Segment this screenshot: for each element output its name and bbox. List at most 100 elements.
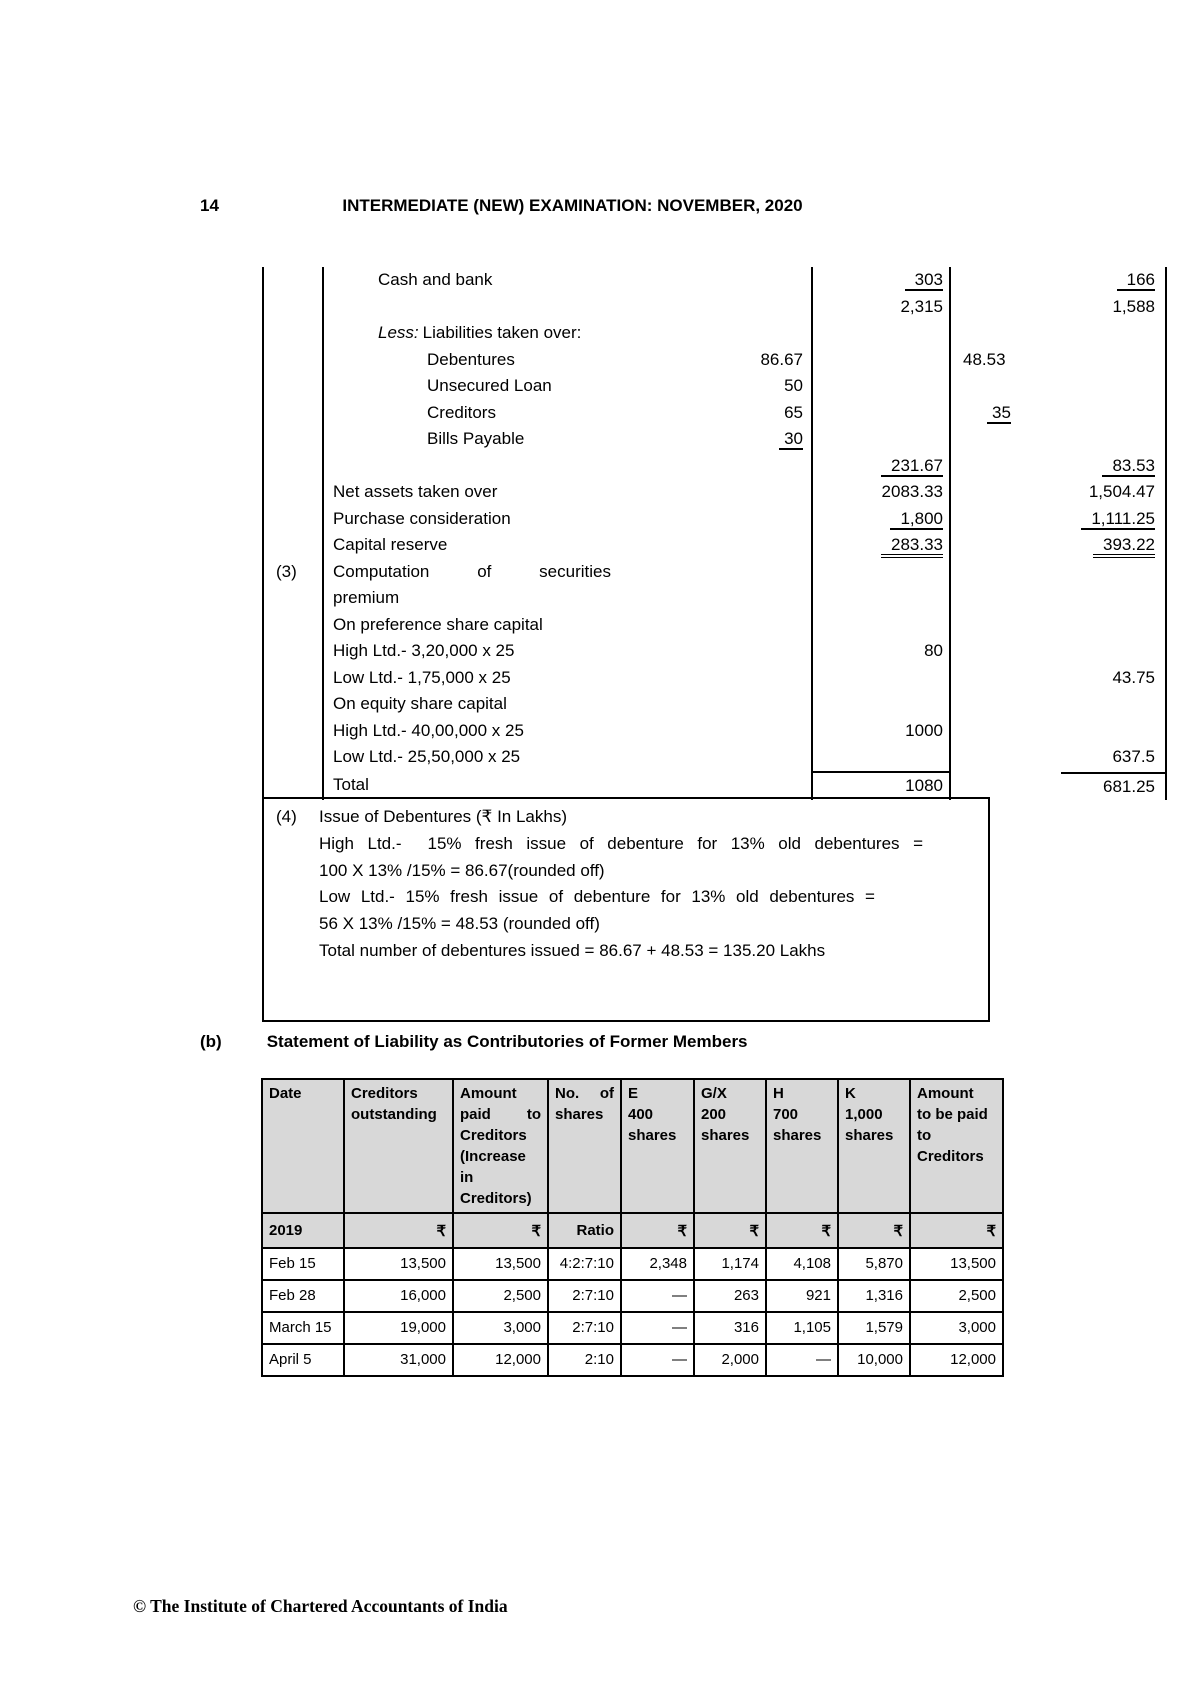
table-row: Net assets taken over 2083.33 1,504.47: [262, 479, 1167, 506]
section-title: Statement of Liability as Contributories…: [266, 1032, 748, 1051]
rupee-symbol: ₹: [909, 1212, 1004, 1249]
col-header-h-shares: H 700 shares: [765, 1078, 839, 1214]
rupee-symbol: ₹: [693, 1212, 767, 1249]
high-ltd-cell: 2,315: [812, 293, 951, 320]
low-ltd-cell: 1,111.25: [950, 505, 1167, 532]
debenture-issue-note: (4) Issue of Debentures (₹ In Lakhs) Hig…: [262, 797, 990, 1022]
description-cell: Low Ltd.- 1,75,000 x 25: [323, 664, 813, 691]
col-header-creditors-outstanding: Creditors outstanding: [343, 1078, 454, 1214]
table-row: High Ltd.- 40,00,000 x 25 1000: [262, 717, 1167, 744]
table-row: Feb 15 13,500 13,500 4:2:7:10 2,348 1,17…: [261, 1247, 1004, 1281]
rupee-symbol: ₹: [620, 1212, 695, 1249]
table-row: 2,315 1,588: [262, 293, 1167, 320]
low-ltd-cell: 637.5: [950, 744, 1167, 772]
item-number-cell: (3): [262, 558, 324, 612]
high-ltd-cell: 1,800: [812, 505, 951, 532]
low-ltd-cell: 48.53: [950, 346, 1167, 373]
low-ltd-cell: 83.53: [950, 452, 1167, 479]
low-ltd-cell: 43.75: [950, 664, 1167, 691]
description-cell: Low Ltd.- 25,50,000 x 25: [323, 744, 813, 772]
table-row: (3) Computation of securities premium: [262, 558, 1167, 612]
date-cell: Feb 28: [261, 1279, 345, 1313]
ratio-label: Ratio: [547, 1212, 622, 1249]
description-cell: On preference share capital: [323, 611, 813, 638]
total-value: 393.22: [1093, 535, 1155, 558]
description-cell: On equity share capital: [323, 691, 813, 718]
ratio-cell: 2:7:10: [547, 1279, 622, 1313]
col-header-amount-to-be-paid: Amount to be paid to Creditors: [909, 1078, 1004, 1214]
date-cell: Feb 15: [261, 1247, 345, 1281]
year-label: 2019: [261, 1212, 345, 1249]
liability-contributories-table: Date Creditors outstanding Amount paid t…: [261, 1078, 1004, 1377]
description-cell: High Ltd.- 40,00,000 x 25: [323, 717, 813, 744]
description-cell: Less: Liabilities taken over:: [323, 320, 813, 347]
col-header-gx-shares: G/X 200 shares: [693, 1078, 767, 1214]
date-cell: April 5: [261, 1343, 345, 1377]
note-line: Issue of Debentures (₹ In Lakhs): [319, 807, 567, 826]
col-header-no-of-shares: No. of shares: [547, 1078, 622, 1214]
description-cell: Creditors 65: [323, 399, 813, 426]
less-label: Less:: [378, 323, 419, 342]
description-cell: Computation of securities premium: [323, 558, 813, 612]
inner-amount: 30: [779, 426, 803, 453]
company-label: Low Ltd.-: [319, 887, 395, 907]
high-ltd-cell: 80: [812, 638, 951, 665]
section-label: (b): [200, 1032, 222, 1051]
description-cell: Unsecured Loan 50: [323, 373, 813, 400]
high-ltd-cell: 283.33: [812, 532, 951, 559]
description-cell: Cash and bank: [323, 267, 813, 294]
header-row: Date Creditors outstanding Amount paid t…: [261, 1078, 1004, 1214]
sum-value: 1,111.25: [1081, 508, 1155, 530]
low-ltd-total-cell: 681.25: [950, 771, 1167, 800]
table-row: Low Ltd.- 1,75,000 x 25 43.75: [262, 664, 1167, 691]
table-row: Low Ltd.- 25,50,000 x 25 637.5: [262, 744, 1167, 772]
copyright-footer: © The Institute of Chartered Accountants…: [133, 1596, 508, 1616]
low-ltd-cell: 1,588: [950, 293, 1167, 320]
inner-amount: 65: [784, 402, 803, 422]
item-number: (4): [276, 807, 297, 826]
ratio-cell: 2:7:10: [547, 1311, 622, 1345]
sum-value: 35: [987, 402, 1011, 424]
table-row: Cash and bank 303 166: [262, 267, 1167, 294]
table-row: Purchase consideration 1,800 1,111.25: [262, 505, 1167, 532]
ratio-cell: 2:10: [547, 1343, 622, 1377]
high-ltd-cell: 231.67: [812, 452, 951, 479]
rupee-symbol: ₹: [343, 1212, 454, 1249]
note-line: 56 X 13% /15% = 48.53 (rounded off): [319, 914, 600, 934]
table-row: High Ltd.- 3,20,000 x 25 80: [262, 638, 1167, 665]
table-row: March 15 19,000 3,000 2:7:10 — 316 1,105…: [261, 1311, 1004, 1345]
sum-value: 83.53: [1102, 455, 1155, 477]
description-cell: Bills Payable 30: [323, 426, 813, 453]
table-row: April 5 31,000 12,000 2:10 — 2,000 — 10,…: [261, 1343, 1004, 1377]
rupee-symbol: ₹: [837, 1212, 911, 1249]
page-header-title: INTERMEDIATE (NEW) EXAMINATION: NOVEMBER…: [342, 196, 803, 215]
note-line: Low Ltd.- 15% fresh issue of debenture f…: [319, 887, 875, 907]
rupee-symbol: ₹: [765, 1212, 839, 1249]
table-row: On preference share capital: [262, 611, 1167, 638]
description-cell: High Ltd.- 3,20,000 x 25: [323, 638, 813, 665]
description-cell: Capital reserve: [323, 532, 813, 559]
description-cell: Debentures 86.67: [323, 346, 813, 373]
table-row: Total 1080 681.25: [262, 770, 1167, 800]
rupee-symbol: ₹: [452, 1212, 549, 1249]
low-ltd-cell: 1,504.47: [950, 479, 1167, 506]
high-ltd-cell: 303: [812, 267, 951, 294]
table-row: 231.67 83.53: [262, 452, 1167, 479]
item-number-cell: [262, 267, 324, 294]
high-ltd-total-cell: 1080: [812, 770, 951, 800]
low-ltd-cell: 35: [950, 399, 1167, 426]
high-ltd-cell: 2083.33: [812, 479, 951, 506]
sum-value: 166: [1116, 270, 1155, 291]
table-row: On equity share capital: [262, 691, 1167, 718]
col-header-date: Date: [261, 1078, 345, 1214]
table-row: Debentures 86.67 48.53: [262, 346, 1167, 373]
page-number: 14: [200, 196, 219, 215]
note-line: Total number of debentures issued = 86.6…: [319, 940, 826, 960]
table-row: Unsecured Loan 50: [262, 373, 1167, 400]
col-header-k-shares: K 1,000 shares: [837, 1078, 911, 1214]
high-ltd-cell: 1000: [812, 717, 951, 744]
inner-amount: 86.67: [760, 349, 803, 369]
total-value: 283.33: [881, 535, 943, 558]
amalgamation-working-table: Cash and bank 303 166 2,315 1,588 Less: L…: [262, 267, 1167, 800]
